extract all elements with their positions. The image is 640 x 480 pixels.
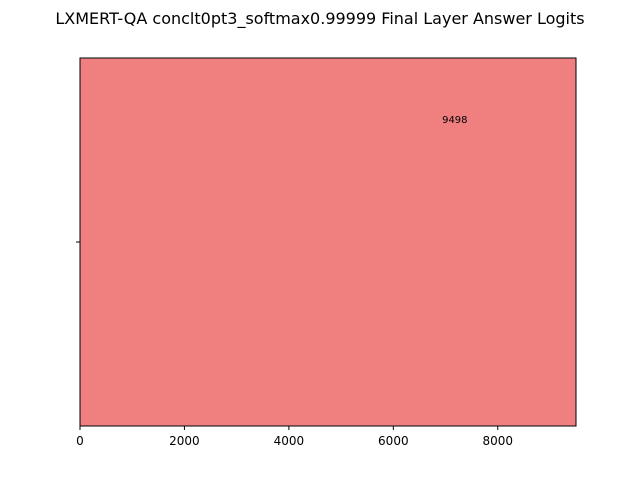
bar	[80, 58, 576, 426]
chart-title: LXMERT-QA conclt0pt3_softmax0.99999 Fina…	[55, 9, 584, 29]
data-labels: 9498	[442, 115, 467, 126]
plot-frame	[79, 57, 577, 427]
x-tick-label: 6000	[378, 434, 409, 448]
data-label: 9498	[442, 115, 467, 126]
x-tick-label: 8000	[482, 434, 513, 448]
x-tick-label: 0	[76, 434, 84, 448]
x-tick-label: 4000	[274, 434, 305, 448]
x-axis: 0 2000 4000 6000 8000	[76, 426, 513, 448]
bars	[80, 58, 576, 426]
x-tick-label: 2000	[169, 434, 200, 448]
